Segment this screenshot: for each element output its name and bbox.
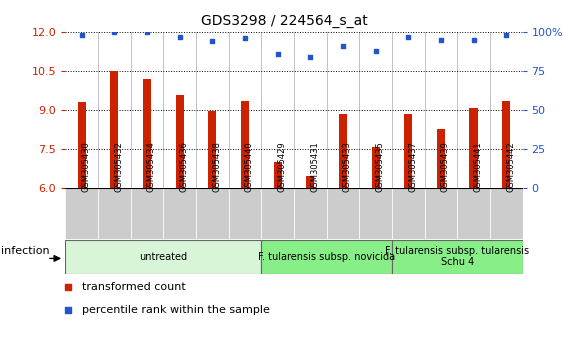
Text: GSM305442: GSM305442 [506, 141, 515, 192]
Bar [261, 188, 294, 239]
Text: infection: infection [1, 246, 50, 256]
Text: GSM305431: GSM305431 [310, 141, 319, 192]
Text: untreated: untreated [139, 252, 187, 262]
Point [110, 29, 119, 35]
Text: GSM305440: GSM305440 [245, 141, 254, 192]
Bar [327, 188, 360, 239]
Text: GSM305433: GSM305433 [343, 141, 352, 192]
Text: GSM305436: GSM305436 [179, 141, 189, 192]
Text: GDS3298 / 224564_s_at: GDS3298 / 224564_s_at [201, 14, 367, 28]
Bar [65, 240, 261, 274]
Point [469, 37, 478, 42]
Point [306, 54, 315, 59]
Point [404, 34, 413, 39]
Point [64, 284, 73, 290]
Bar [490, 188, 523, 239]
Text: GSM305441: GSM305441 [474, 141, 483, 192]
Point [240, 35, 249, 41]
Point [175, 34, 184, 39]
Point [371, 48, 380, 53]
Bar [470, 108, 478, 188]
Text: F. tularensis subsp. novicida: F. tularensis subsp. novicida [258, 252, 395, 262]
Bar [176, 96, 183, 188]
Bar [392, 188, 425, 239]
Text: F. tularensis subsp. tularensis
Schu 4: F. tularensis subsp. tularensis Schu 4 [385, 246, 529, 268]
Text: GSM305429: GSM305429 [278, 141, 287, 192]
Bar [306, 176, 314, 188]
Bar [241, 101, 249, 188]
Bar [457, 188, 490, 239]
Point [436, 37, 445, 42]
Bar [425, 188, 457, 239]
Text: GSM305439: GSM305439 [441, 141, 450, 192]
Bar [274, 162, 282, 188]
Bar [371, 147, 379, 188]
Bar [437, 129, 445, 188]
Bar [110, 71, 118, 188]
Bar [131, 188, 164, 239]
Bar [339, 114, 347, 188]
Bar [98, 188, 131, 239]
Point [143, 29, 152, 35]
Text: GSM305435: GSM305435 [375, 141, 385, 192]
Bar [261, 240, 392, 274]
Point [273, 51, 282, 57]
Bar [229, 188, 261, 239]
Text: GSM305432: GSM305432 [114, 141, 123, 192]
Bar [65, 188, 98, 239]
Bar [404, 114, 412, 188]
Point [502, 32, 511, 38]
Text: GSM305438: GSM305438 [212, 141, 222, 192]
Text: GSM305437: GSM305437 [408, 141, 417, 192]
Point [208, 38, 217, 44]
Text: percentile rank within the sample: percentile rank within the sample [82, 305, 270, 315]
Bar [502, 101, 510, 188]
Point [339, 43, 348, 49]
Bar [143, 79, 151, 188]
Bar [164, 188, 196, 239]
Point [77, 32, 86, 38]
Bar [196, 188, 229, 239]
Bar [359, 188, 392, 239]
Bar [78, 102, 86, 188]
Bar [392, 240, 523, 274]
Text: GSM305430: GSM305430 [82, 141, 91, 192]
Bar [294, 188, 327, 239]
Bar [208, 111, 216, 188]
Text: transformed count: transformed count [82, 282, 186, 292]
Point [64, 307, 73, 313]
Text: GSM305434: GSM305434 [147, 141, 156, 192]
